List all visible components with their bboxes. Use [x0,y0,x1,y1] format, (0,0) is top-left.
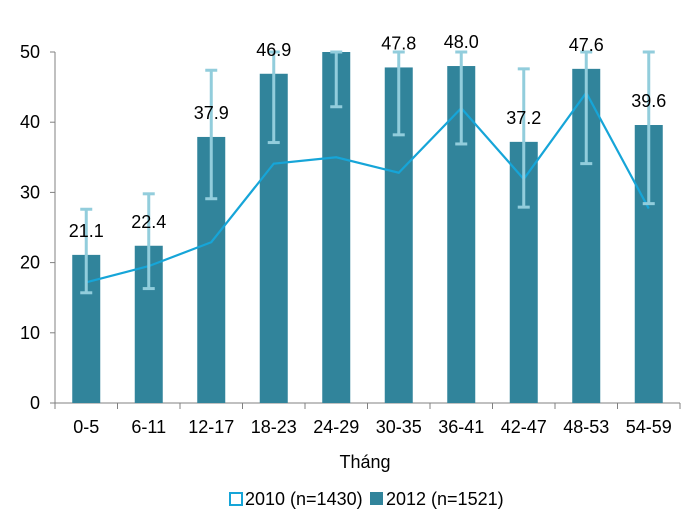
x-tick-label: 30-35 [376,417,422,437]
error-bar [580,50,593,166]
x-tick-label: 42-47 [501,417,547,437]
legend-swatch-2012 [370,492,383,505]
bar-value-label: 22.4 [131,212,166,232]
x-axis-title: Tháng [339,452,390,472]
y-tick-label: 0 [30,393,40,413]
x-tick-label: 24-29 [313,417,359,437]
data-labels: 21.1 22.4 37.9 46.9 47.8 48.0 37.2 47.6 39.6 [69,32,667,241]
bar-series-2012 [72,52,663,404]
bar-value-label: 47.6 [569,35,604,55]
bar-value-label: 21.1 [69,221,104,241]
legend: 2010 (n=1430) 2012 (n=1521) [229,489,504,509]
x-tick-label: 18-23 [251,417,297,437]
error-bars [80,50,655,295]
error-bar [392,50,405,137]
bar-value-label: 48.0 [444,32,479,52]
x-tick-label: 48-53 [563,417,609,437]
x-axis: 0-5 6-11 12-17 18-23 24-29 30-35 36-41 42-47 48-… [54,402,681,437]
y-tick-label: 30 [20,182,40,202]
bar-value-label: 39.6 [631,91,666,111]
bar [322,52,351,403]
error-bar [142,192,155,291]
bar-value-label: 37.2 [506,108,541,128]
x-tick-label: 12-17 [188,417,234,437]
line-series-2010 [85,90,650,284]
x-tick-label: 6-11 [131,417,166,437]
legend-label-2012: 2012 (n=1521) [386,489,504,509]
x-tick-label: 0-5 [73,417,99,437]
y-axis: 0 10 20 30 40 50 [20,42,56,413]
error-bar [80,207,93,295]
x-tick-label: 36-41 [438,417,484,437]
y-tick-label: 20 [20,253,40,273]
bar-value-label: 46.9 [256,40,291,60]
y-tick-label: 50 [20,42,40,62]
error-bar [330,50,343,109]
line-series-path [85,90,650,284]
error-bar [205,68,218,201]
error-bar [455,50,468,146]
y-tick-label: 40 [20,112,40,132]
legend-swatch-2010 [229,492,243,506]
error-bar [267,50,280,145]
legend-label-2010: 2010 (n=1430) [245,489,363,509]
bar-value-label: 47.8 [381,33,416,53]
error-bar [642,50,655,206]
x-tick-label: 54-59 [626,417,672,437]
bar-value-label: 37.9 [194,103,229,123]
error-bar [517,67,530,209]
y-tick-label: 10 [20,323,40,343]
